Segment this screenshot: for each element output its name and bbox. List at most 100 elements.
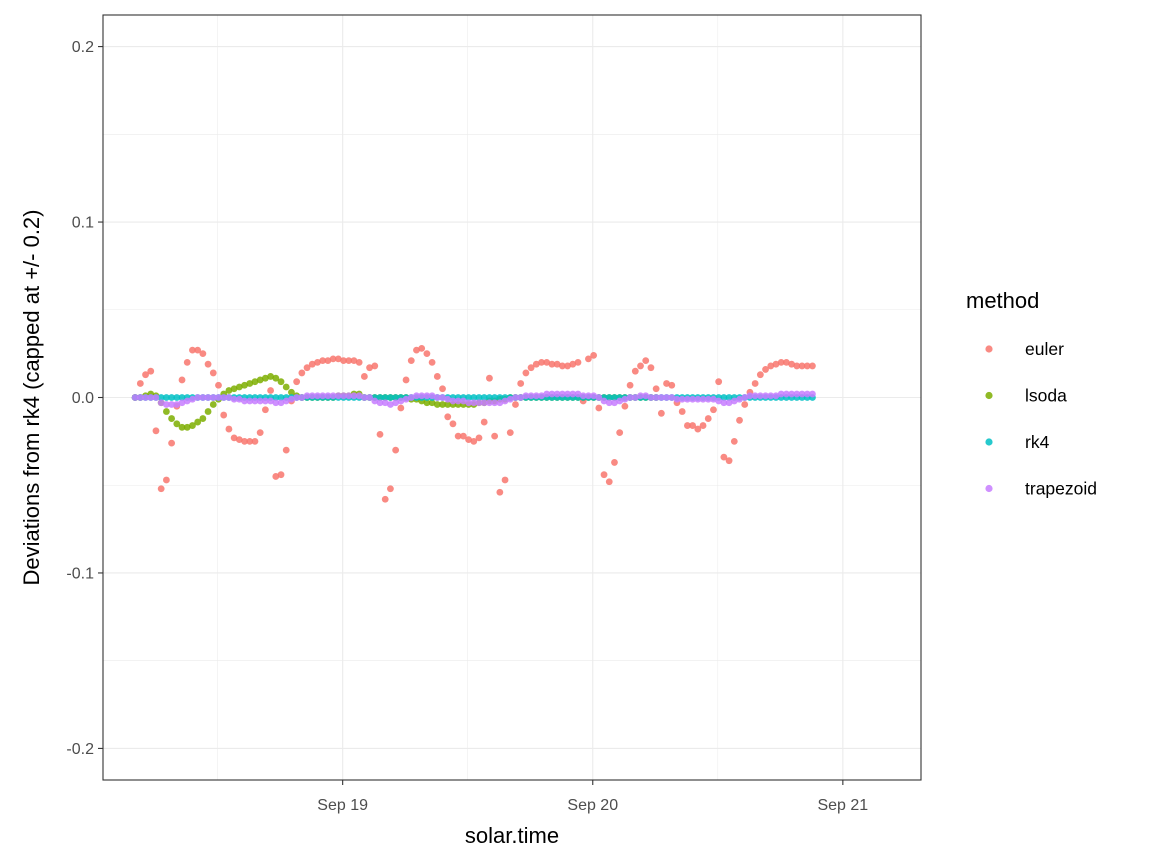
- euler-point: [449, 420, 457, 428]
- trapezoid-point: [788, 390, 796, 398]
- trapezoid-point: [235, 395, 243, 403]
- euler-point: [486, 374, 493, 382]
- rk4-point: [465, 394, 472, 401]
- trapezoid-point: [173, 401, 181, 408]
- euler-point: [605, 478, 613, 486]
- euler-point: [574, 359, 582, 366]
- trapezoid-point: [345, 392, 353, 400]
- rk4-point: [475, 394, 483, 401]
- euler-point: [772, 360, 780, 368]
- rk4-point: [725, 394, 733, 401]
- legend-item-lsoda: lsoda: [985, 386, 1067, 406]
- euler-point: [585, 355, 592, 363]
- lsoda-point: [272, 374, 280, 382]
- trapezoid-point: [605, 399, 613, 407]
- trapezoid-point: [454, 397, 462, 405]
- trapezoid-point: [590, 392, 598, 400]
- trapezoid-point: [261, 397, 269, 405]
- euler-point: [543, 359, 551, 366]
- euler-point: [506, 429, 514, 436]
- rk4-point: [392, 394, 400, 401]
- trapezoid-point: [402, 395, 410, 403]
- euler-point: [355, 359, 363, 366]
- trapezoid-point: [579, 392, 587, 400]
- euler-point: [178, 376, 186, 384]
- euler-point: [298, 369, 306, 377]
- trapezoid-point: [548, 390, 556, 398]
- trapezoid-point: [168, 401, 176, 408]
- trapezoid-point: [407, 394, 415, 401]
- trapezoid-point: [298, 394, 306, 401]
- euler-point: [423, 350, 431, 358]
- major-gridlines: [103, 15, 921, 780]
- euler-point: [569, 360, 577, 368]
- trapezoid-point: [527, 392, 535, 400]
- euler-point: [517, 380, 525, 387]
- rk4-point: [486, 394, 493, 401]
- euler-point: [402, 376, 410, 384]
- trapezoid-point: [730, 397, 738, 405]
- trapezoid-point: [501, 397, 509, 405]
- euler-point: [809, 362, 816, 370]
- trapezoid-point: [558, 390, 566, 398]
- lsoda-point: [183, 423, 191, 431]
- legend: method euler lsoda rk4 trapezoid: [966, 288, 1097, 499]
- trapezoid-point: [793, 390, 801, 398]
- x-tick-label: Sep 21: [817, 797, 868, 814]
- trapezoid-point: [251, 397, 259, 405]
- euler-point: [142, 371, 149, 379]
- trapezoid-point: [204, 394, 212, 401]
- trapezoid-point: [241, 397, 248, 405]
- euler-point: [350, 357, 358, 365]
- rk4-point: [178, 394, 186, 401]
- trapezoid-point: [142, 394, 149, 401]
- trapezoid-point: [626, 394, 634, 401]
- plot-panel: [102, 14, 922, 781]
- trapezoid-point: [288, 395, 295, 403]
- trapezoid-point: [256, 397, 264, 405]
- legend-key: [985, 484, 993, 493]
- trapezoid-point: [517, 394, 525, 401]
- trapezoid-point: [694, 395, 702, 403]
- trapezoid-point: [381, 399, 389, 407]
- euler-point: [334, 355, 342, 363]
- euler-point: [209, 369, 217, 377]
- euler-point: [699, 422, 707, 429]
- euler-point: [162, 476, 170, 484]
- euler-point: [647, 364, 655, 372]
- legend-label: trapezoid: [1025, 479, 1097, 499]
- legend-key: [985, 438, 993, 446]
- euler-point: [491, 432, 499, 440]
- trapezoid-point: [428, 392, 436, 400]
- euler-point: [282, 446, 290, 454]
- euler-point: [611, 459, 618, 466]
- rk4-point: [470, 394, 478, 401]
- series-trapezoid: [131, 390, 816, 408]
- trapezoid-point: [512, 394, 519, 401]
- trapezoid-point: [751, 392, 759, 400]
- rk4-point: [277, 394, 285, 401]
- trapezoid-point: [522, 392, 530, 400]
- lsoda-point: [189, 422, 196, 429]
- trapezoid-point: [668, 394, 676, 401]
- legend-label: lsoda: [1025, 386, 1067, 406]
- rk4-point: [720, 394, 728, 401]
- trapezoid-point: [647, 394, 655, 401]
- euler-point: [157, 485, 165, 493]
- euler-point: [147, 367, 155, 375]
- euler-point: [136, 380, 144, 387]
- euler-point: [444, 413, 452, 421]
- trapezoid-point: [532, 392, 540, 400]
- trapezoid-point: [314, 392, 321, 400]
- trapezoid-point: [616, 397, 624, 405]
- trapezoid-point: [767, 392, 775, 400]
- lsoda-point: [199, 415, 207, 422]
- rk4-point: [611, 394, 618, 401]
- euler-point: [183, 359, 191, 366]
- euler-point: [204, 360, 212, 368]
- rk4-point: [272, 394, 280, 401]
- euler-point: [293, 378, 301, 386]
- euler-point: [345, 357, 353, 365]
- euler-point: [235, 436, 243, 444]
- trapezoid-point: [809, 390, 816, 398]
